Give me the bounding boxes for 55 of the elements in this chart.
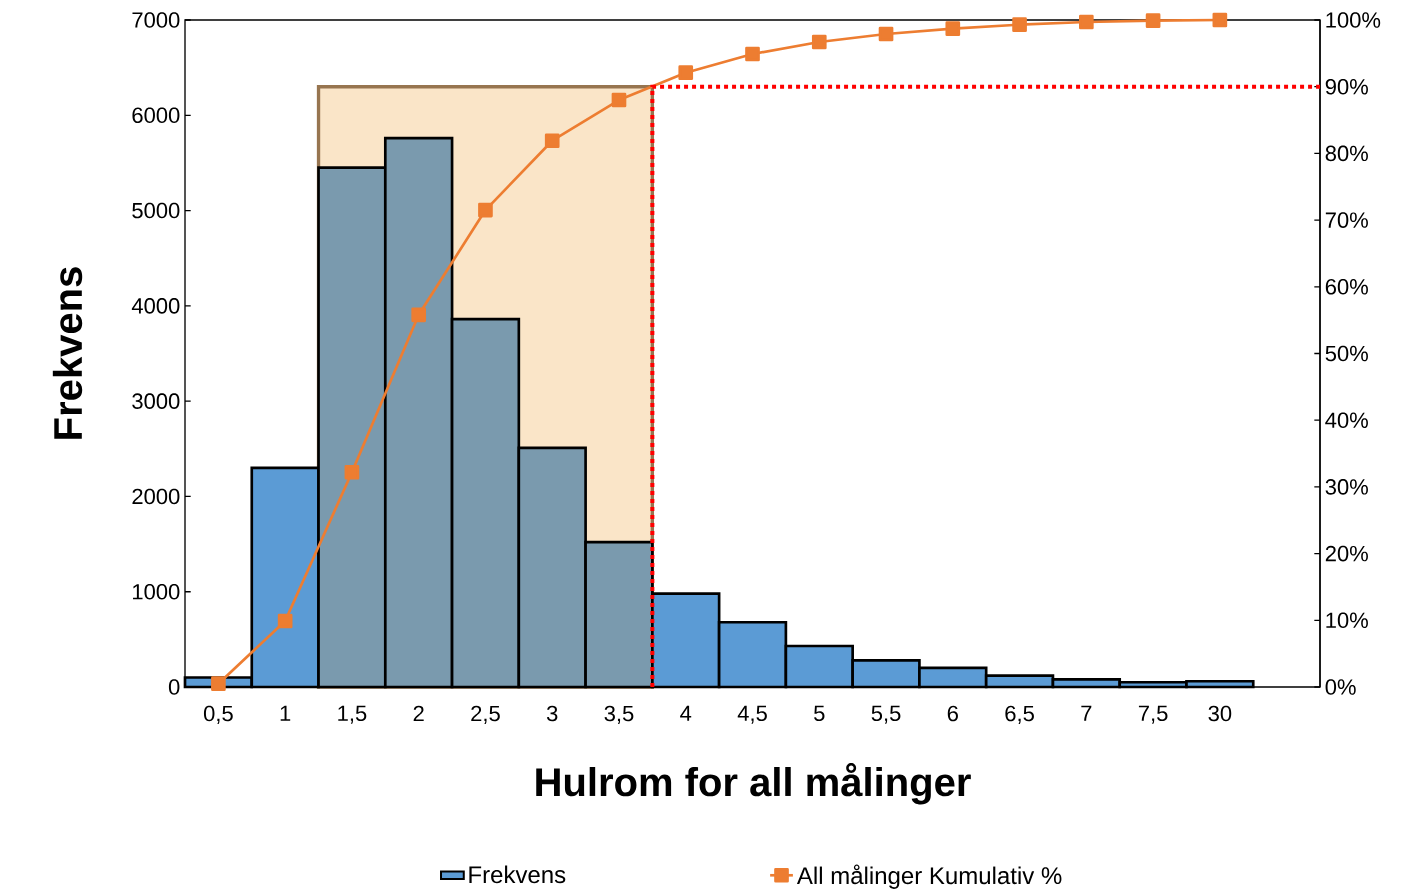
y-tick-label: 2000: [132, 488, 180, 505]
point: [344, 464, 360, 480]
x-tick-label: 7: [1081, 705, 1092, 721]
x-axis-title: Hulrom for all målinger: [536, 763, 971, 805]
y2-tick-label: 40%: [1325, 412, 1368, 428]
legend-label: All målinger Kumulativ %: [796, 864, 1062, 889]
y-tick-label: 3000: [132, 393, 180, 409]
y2-tick-label: 100%: [1326, 12, 1381, 28]
point: [411, 307, 427, 323]
point: [878, 26, 894, 42]
x-tick-label: 7,5: [1138, 705, 1168, 724]
point: [611, 92, 627, 108]
x-tick-label: 2,5: [471, 705, 500, 724]
point: [544, 133, 560, 149]
x-tick-label: 6,5: [1005, 705, 1034, 724]
point: [1145, 13, 1161, 28]
point: [1012, 17, 1027, 33]
x-tick-label: 2: [413, 705, 424, 722]
x-tick-label: 1: [280, 705, 291, 721]
point: [745, 46, 760, 62]
x-tick-label: 6: [947, 705, 958, 722]
y-tick-label: 7000: [132, 12, 180, 28]
x-tick-label: 3: [546, 705, 558, 722]
x-tick-label: 0,5: [203, 705, 233, 724]
y-tick-label: 4000: [131, 298, 180, 314]
point: [1078, 14, 1094, 30]
y2-tick-label: 90%: [1325, 78, 1368, 95]
x-tick-label: 3,5: [604, 705, 634, 724]
legend-label: Frekvens: [469, 865, 566, 884]
x-tick-label: 4,5: [737, 705, 767, 724]
y-tick-label: 1000: [133, 583, 180, 600]
y2-tick-label: 10%: [1326, 612, 1368, 629]
y2-tick-label: 50%: [1325, 345, 1368, 362]
point: [478, 202, 493, 218]
y2-tick-label: 30%: [1325, 479, 1368, 495]
point: [678, 65, 694, 81]
y-axis-title: Frekvens: [52, 267, 83, 439]
y-tick-label: 6000: [132, 107, 180, 124]
y2-tick-label: 70%: [1325, 212, 1368, 228]
y-tick-label: 5000: [132, 202, 180, 219]
point: [211, 676, 226, 692]
point: [1212, 12, 1228, 28]
x-tick-label: 1,5: [338, 705, 367, 724]
y2-tick-label: 60%: [1325, 279, 1368, 295]
y2-tick-label: 80%: [1325, 145, 1368, 162]
x-tick-label: 30: [1208, 705, 1232, 722]
point: [277, 613, 293, 629]
y2-tick-label: 20%: [1325, 545, 1368, 562]
point: [811, 34, 827, 50]
x-tick-label: 5,5: [871, 705, 901, 724]
y-tick-label: 0: [168, 679, 180, 695]
y2-tick-label: 0%: [1325, 679, 1356, 695]
point: [945, 21, 961, 37]
x-tick-label: 4: [680, 705, 692, 721]
x-tick-label: 5: [814, 705, 825, 722]
